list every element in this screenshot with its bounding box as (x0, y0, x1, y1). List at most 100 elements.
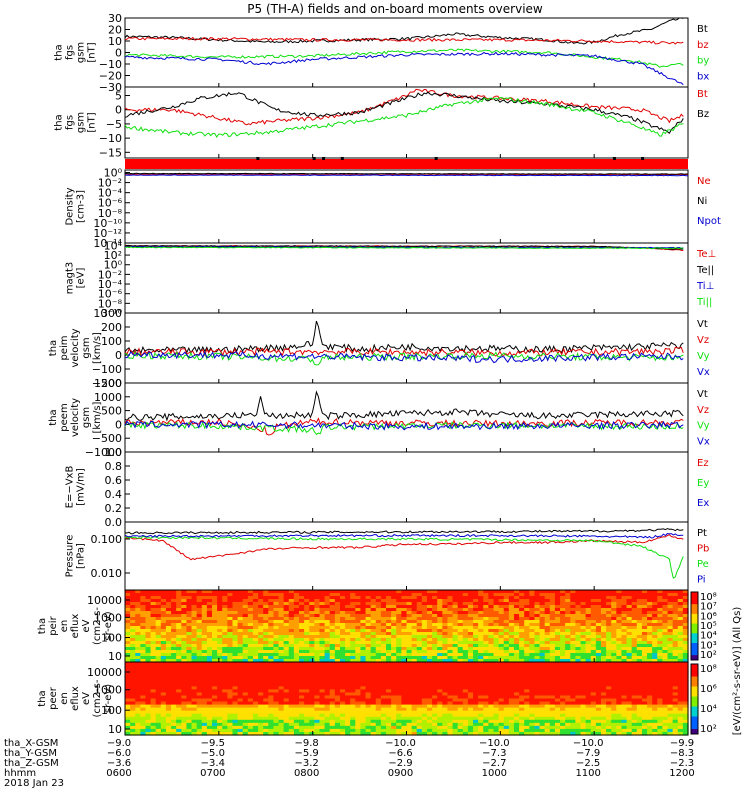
spectrogram-cell (283, 605, 290, 609)
spectrogram-cell (176, 710, 182, 715)
spectrogram-cell (201, 602, 208, 606)
spectrogram-cell (662, 596, 669, 600)
spectrogram-cell (437, 683, 443, 687)
spectrogram-cell (396, 686, 402, 690)
spectrogram-cell (263, 611, 269, 615)
spectrogram-cell (616, 641, 623, 645)
spectrogram-cell (478, 710, 484, 715)
spectrogram-cell (181, 653, 188, 657)
y-axis-label: gsm (76, 112, 87, 133)
spectrogram-cell (171, 677, 177, 681)
spectrogram-cell (391, 692, 397, 697)
spectrogram-cell (140, 725, 147, 730)
spectrogram-cell (534, 641, 541, 645)
spectrogram-cell (570, 596, 576, 600)
spectrogram-cell (380, 662, 387, 666)
spectrogram-cell (350, 656, 356, 660)
spectrogram-cell (370, 590, 377, 594)
spectrogram-cell (498, 629, 505, 633)
spectrogram-cell (677, 635, 684, 639)
spectrogram-cell (641, 614, 648, 618)
spectrogram-cell (473, 635, 479, 639)
spectrogram-cell (641, 629, 648, 633)
spectrogram-cell (278, 665, 285, 669)
spectrogram-cell (554, 605, 561, 609)
spectrogram-cell (682, 626, 689, 630)
spectrogram-cell (299, 707, 305, 712)
spectrogram-cell (467, 590, 474, 594)
spectrogram-cell (473, 614, 479, 618)
spectrogram-cell (345, 713, 351, 718)
spectrogram-cell (534, 689, 541, 694)
spectrogram-cell (176, 695, 182, 700)
spectrogram-cell (641, 611, 648, 615)
spectrogram-cell (217, 677, 223, 681)
spectrogram-cell (452, 722, 459, 727)
spectrogram-cell (191, 620, 198, 624)
spectrogram-cell (293, 695, 300, 700)
spectrogram-cell (570, 608, 576, 612)
spectrogram-cell (641, 644, 648, 648)
spectrogram-cell (288, 698, 295, 703)
spectrogram-cell (580, 632, 587, 636)
spectrogram-cell (130, 686, 136, 690)
spectrogram-cell (595, 623, 602, 627)
spectrogram-cell (401, 605, 408, 609)
spectrogram-cell (580, 647, 587, 651)
spectrogram-cell (677, 599, 684, 603)
spectrogram-cell (529, 692, 536, 697)
spectrogram-cell (217, 641, 223, 645)
spectrogram-cell (652, 644, 658, 648)
spectrogram-cell (171, 644, 177, 648)
spectrogram-cell (268, 728, 275, 733)
spectrogram-cell (350, 677, 356, 681)
spectrogram-cell (375, 713, 382, 718)
spectrogram-cell (355, 698, 362, 703)
spectrogram-cell (314, 695, 321, 700)
spectrogram-cell (488, 701, 495, 706)
spectrogram-cell (380, 692, 387, 697)
spectrogram-cell (176, 704, 182, 709)
spectrogram-cell (488, 608, 495, 612)
spectrogram-cell (483, 701, 489, 706)
spectrogram-cell (350, 713, 356, 718)
spectrogram-cell (319, 623, 326, 627)
spectrogram-cell (432, 629, 438, 633)
y-tick-label: 1000 (94, 391, 122, 404)
spectrogram-cell (125, 623, 131, 627)
spectrogram-cell (488, 677, 495, 681)
spectrogram-cell (473, 629, 479, 633)
spectrogram-cell (263, 677, 269, 681)
spectrogram-cell (339, 656, 346, 660)
spectrogram-cell (227, 590, 234, 594)
spectrogram-cell (196, 722, 203, 727)
spectrogram-cell (652, 641, 658, 645)
spectrogram-cell (206, 599, 213, 603)
y-tick-label: 1.0 (105, 446, 123, 459)
spectrogram-cell (334, 725, 341, 730)
spectrogram-cell (350, 617, 356, 621)
spectrogram-cell (426, 713, 433, 718)
spectrogram-cell (631, 653, 638, 657)
spectrogram-cell (467, 599, 474, 603)
spectrogram-cell (176, 605, 182, 609)
spectrogram-cell (360, 674, 367, 678)
legend-entry: Ex (697, 498, 709, 509)
spectrogram-cell (657, 647, 664, 651)
spectrogram-cell (155, 689, 162, 694)
spectrogram-cell (503, 605, 510, 609)
spectrogram-cell (263, 674, 269, 678)
spectrogram-cell (544, 650, 551, 654)
spectrogram-cell (462, 716, 469, 721)
spectrogram-cell (212, 629, 218, 633)
spectrogram-cell (657, 653, 664, 657)
spectrogram-cell (304, 686, 310, 690)
spectrogram-cell (304, 617, 310, 621)
spectrogram-cell (242, 629, 249, 633)
spectrogram-cell (493, 698, 500, 703)
spectrogram-cell (258, 695, 264, 700)
spectrogram-cell (293, 629, 300, 633)
spectrogram-cell (452, 605, 459, 609)
spectrogram-cell (437, 662, 443, 666)
spectrogram-cell (493, 608, 500, 612)
